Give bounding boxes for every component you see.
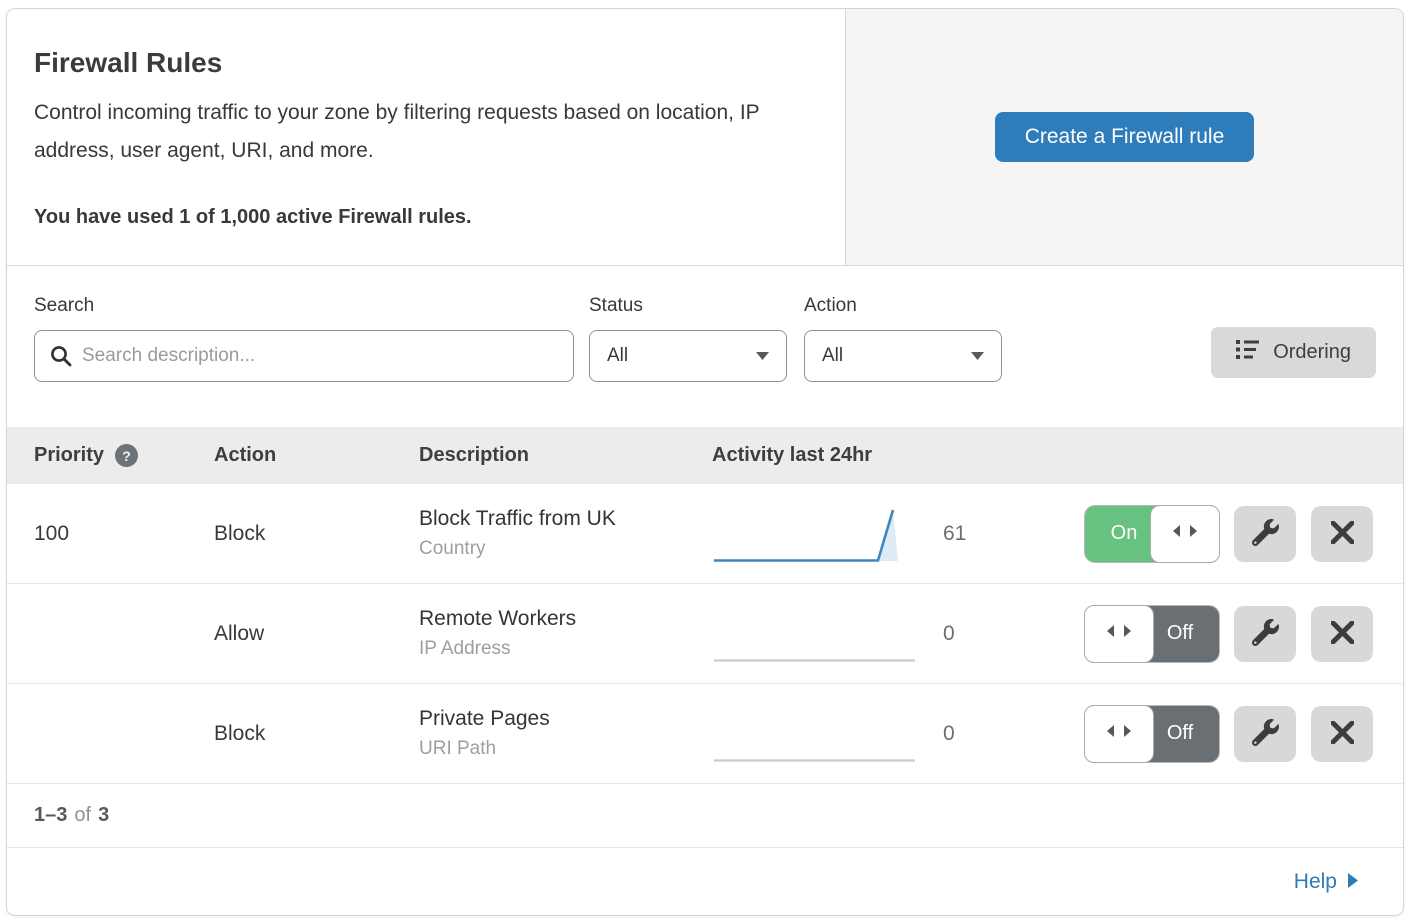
table-row: Block Private Pages URI Path 0 Off	[7, 684, 1403, 784]
help-bar: Help	[7, 847, 1403, 915]
search-input[interactable]	[34, 330, 574, 382]
left-right-arrows-icon	[1106, 624, 1132, 643]
help-link[interactable]: Help	[1294, 870, 1358, 894]
rule-match-type: IP Address	[419, 638, 511, 659]
rule-action: Allow	[214, 621, 265, 645]
x-icon	[1330, 620, 1354, 647]
chevron-down-icon	[755, 345, 770, 367]
search-icon	[49, 344, 73, 373]
table-row: 100 Block Block Traffic from UK Country …	[7, 484, 1403, 584]
rule-description[interactable]: Remote Workers	[419, 607, 577, 630]
status-selected-value: All	[607, 345, 629, 366]
status-label: Status	[589, 295, 643, 316]
rule-enable-toggle[interactable]: On	[1085, 504, 1220, 563]
header-section: Firewall Rules Control incoming traffic …	[7, 9, 1403, 266]
rule-match-type: URI Path	[419, 738, 497, 759]
rule-match-type: Country	[419, 538, 486, 559]
activity-sparkline	[712, 484, 917, 583]
edit-rule-button[interactable]	[1234, 505, 1296, 562]
chevron-down-icon	[970, 345, 985, 367]
status-select[interactable]: All	[589, 330, 787, 382]
help-link-label: Help	[1293, 870, 1337, 893]
header-action-panel: Create a Firewall rule	[846, 9, 1403, 265]
right-triangle-icon	[1347, 870, 1358, 894]
usage-note: You have used 1 of 1,000 active Firewall…	[34, 206, 472, 228]
question-mark-icon[interactable]: ?	[115, 444, 139, 467]
activity-count: 0	[943, 721, 955, 745]
rule-action: Block	[214, 721, 266, 745]
toggle-knob[interactable]	[1084, 604, 1154, 663]
ordering-button[interactable]: Ordering	[1211, 327, 1376, 378]
action-selected-value: All	[822, 345, 844, 366]
column-activity: Activity last 24hr	[712, 444, 873, 466]
action-select[interactable]: All	[804, 330, 1002, 382]
toggle-knob[interactable]	[1084, 704, 1154, 763]
table-header-row: Priority ? Action Description Activity l…	[7, 427, 1403, 484]
page-title: Firewall Rules	[34, 47, 223, 78]
pagination-total: 3	[98, 804, 110, 826]
action-label: Action	[804, 295, 857, 316]
rule-priority: 100	[34, 521, 70, 545]
delete-rule-button[interactable]	[1311, 605, 1373, 662]
create-firewall-rule-button[interactable]: Create a Firewall rule	[994, 112, 1255, 162]
toggle-state-label: Off	[1141, 705, 1219, 762]
left-right-arrows-icon	[1172, 524, 1198, 543]
wrench-icon	[1251, 518, 1279, 549]
rule-description[interactable]: Private Pages	[419, 707, 550, 730]
pagination-bar: 1–3 of 3	[7, 784, 1403, 847]
firewall-rules-card: Firewall Rules Control incoming traffic …	[6, 8, 1404, 916]
wrench-icon	[1251, 718, 1279, 749]
sparkline-spike-chart	[714, 509, 898, 562]
filter-bar: Search Status All Action All	[7, 266, 1403, 427]
x-icon	[1330, 720, 1354, 747]
header-text-block: Firewall Rules Control incoming traffic …	[7, 9, 846, 265]
edit-rule-button[interactable]	[1234, 705, 1296, 762]
delete-rule-button[interactable]	[1311, 505, 1373, 562]
column-description: Description	[419, 444, 530, 466]
ordering-button-label: Ordering	[1273, 341, 1351, 363]
toggle-state-label: Off	[1141, 605, 1219, 662]
column-priority: Priority	[34, 444, 105, 466]
rules-table-body: 100 Block Block Traffic from UK Country …	[7, 484, 1403, 784]
wrench-icon	[1251, 618, 1279, 649]
sparkline-flat-chart	[714, 759, 915, 762]
toggle-knob[interactable]	[1150, 504, 1220, 563]
pagination-range: 1–3	[34, 804, 68, 826]
table-row: Allow Remote Workers IP Address 0 Off	[7, 584, 1403, 684]
search-label: Search	[34, 295, 95, 316]
rule-enable-toggle[interactable]: Off	[1084, 704, 1219, 763]
activity-count: 61	[943, 521, 967, 545]
rule-action: Block	[214, 521, 266, 545]
delete-rule-button[interactable]	[1311, 705, 1373, 762]
rule-description[interactable]: Block Traffic from UK	[419, 507, 616, 530]
ordered-list-icon	[1236, 340, 1260, 365]
activity-sparkline	[712, 684, 917, 783]
page-description: Control incoming traffic to your zone by…	[34, 101, 760, 162]
activity-count: 0	[943, 621, 955, 645]
search-field-wrap	[34, 330, 574, 382]
rule-enable-toggle[interactable]: Off	[1084, 604, 1219, 663]
activity-sparkline	[712, 584, 917, 683]
column-action: Action	[214, 444, 277, 466]
x-icon	[1330, 520, 1354, 547]
edit-rule-button[interactable]	[1234, 605, 1296, 662]
sparkline-flat-chart	[714, 659, 915, 662]
pagination-of: of	[74, 804, 92, 826]
left-right-arrows-icon	[1106, 724, 1132, 743]
